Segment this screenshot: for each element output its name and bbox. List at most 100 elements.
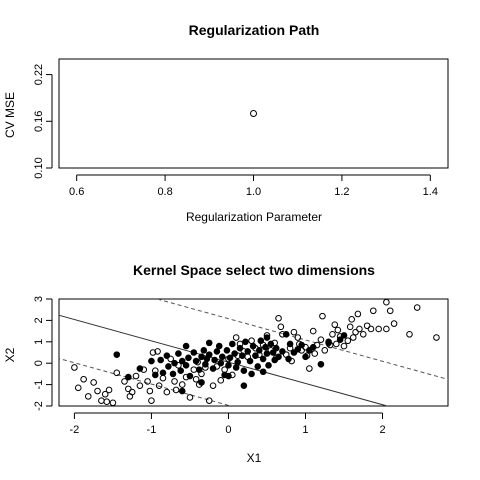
open-data-point <box>346 323 354 331</box>
kernel-space-panel: Kernel Space select two dimensions -2 -1 0… <box>3 262 449 465</box>
chart-title: Kernel Space select two dimensions <box>133 262 375 278</box>
open-data-point <box>359 331 367 338</box>
filled-data-point <box>259 355 267 363</box>
x-tick-label: -1 <box>147 424 157 436</box>
filled-data-point <box>136 365 144 372</box>
y-axis: 0.10 0.16 0.22 <box>33 64 53 179</box>
y-tick-label: 0.10 <box>33 157 45 178</box>
open-data-point <box>290 328 298 336</box>
open-data-point <box>163 388 171 396</box>
open-data-point <box>155 382 163 389</box>
open-data-point <box>217 377 225 384</box>
filled-data-point <box>255 347 263 354</box>
filled-data-point <box>267 340 275 348</box>
filled-data-point <box>232 364 240 371</box>
plot-frame <box>58 58 449 169</box>
open-data-point <box>375 325 382 333</box>
filled-data-point <box>317 360 325 368</box>
filled-data-point <box>234 358 242 366</box>
filled-data-point <box>226 354 234 362</box>
open-data-point <box>354 310 362 318</box>
filled-data-point <box>209 365 217 372</box>
open-data-point <box>363 322 371 330</box>
filled-data-point <box>272 344 280 352</box>
filled-data-point <box>148 357 155 365</box>
filled-data-point <box>223 347 231 354</box>
data-point <box>250 110 257 117</box>
filled-data-point <box>200 347 208 354</box>
open-data-point <box>149 349 157 356</box>
open-data-point <box>294 334 302 341</box>
open-data-point <box>333 340 340 348</box>
open-data-point <box>349 334 357 341</box>
margin-line <box>59 357 233 406</box>
y-tick-label: 0 <box>33 360 45 366</box>
x-tick-label: 0.6 <box>69 186 84 198</box>
open-data-point <box>319 312 326 320</box>
filled-data-point <box>279 348 286 355</box>
open-data-point <box>369 307 377 315</box>
data-points <box>71 298 440 407</box>
open-data-point <box>309 327 317 335</box>
filled-data-point <box>125 373 132 381</box>
filled-data-point <box>294 345 302 353</box>
filled-data-point <box>186 372 194 380</box>
open-data-point <box>178 381 186 388</box>
filled-data-point <box>252 352 259 360</box>
y-tick-label: 2 <box>33 317 45 323</box>
filled-data-point <box>282 331 290 338</box>
open-data-point <box>344 337 352 345</box>
open-data-point <box>128 388 136 396</box>
open-data-point <box>352 328 359 336</box>
filled-data-point <box>178 387 186 395</box>
filled-data-point <box>151 371 159 379</box>
open-data-point <box>367 325 375 333</box>
open-data-point <box>317 336 325 343</box>
open-data-point <box>84 393 92 400</box>
decision-lines <box>59 299 448 406</box>
open-data-point <box>90 379 97 386</box>
filled-data-point <box>192 357 200 365</box>
filled-data-point <box>215 342 223 350</box>
open-data-point <box>209 382 217 389</box>
filled-data-point <box>205 339 213 347</box>
decision-boundary-line <box>59 314 390 406</box>
filled-data-point <box>240 367 248 374</box>
x-tick-label: 0.8 <box>157 186 172 198</box>
filled-data-point <box>336 336 344 343</box>
filled-data-point <box>244 348 252 355</box>
filled-data-point <box>198 379 205 386</box>
open-data-point <box>383 325 390 333</box>
filled-data-point <box>239 352 246 360</box>
open-data-point <box>331 321 339 328</box>
filled-data-point <box>263 334 271 341</box>
open-data-point <box>146 387 154 395</box>
filled-data-point <box>262 343 269 351</box>
open-data-point <box>321 347 329 354</box>
open-data-point <box>109 399 117 407</box>
x-tick-label: 1.2 <box>334 186 349 198</box>
filled-data-point <box>171 359 178 367</box>
y-tick-label: 0.16 <box>33 111 45 132</box>
y-axis-label: X2 <box>3 347 17 362</box>
filled-data-point <box>165 363 172 370</box>
filled-data-point <box>298 341 305 349</box>
filled-data-point <box>242 338 249 346</box>
filled-data-point <box>229 340 236 348</box>
x-axis-label: Regularization Parameter <box>186 210 322 224</box>
filled-data-point <box>163 352 171 360</box>
open-data-point <box>232 334 240 341</box>
open-data-point <box>125 385 132 393</box>
open-data-point <box>406 331 413 338</box>
filled-data-point <box>285 355 292 363</box>
x-tick-label: 1.4 <box>423 186 438 198</box>
filled-data-point <box>182 342 190 350</box>
filled-data-point <box>248 370 255 378</box>
open-data-point <box>71 364 78 371</box>
filled-data-point <box>236 344 244 352</box>
filled-data-point <box>309 343 317 351</box>
filled-data-point <box>185 354 192 362</box>
filled-data-point <box>257 337 265 345</box>
filled-data-point <box>263 350 271 357</box>
